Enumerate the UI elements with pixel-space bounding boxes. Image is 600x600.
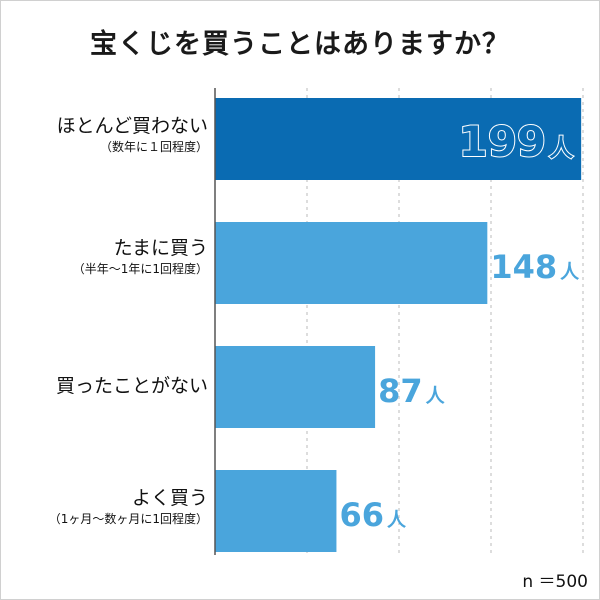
bar	[215, 470, 337, 552]
bar	[215, 98, 582, 180]
category-main-label: ほとんど買わない	[56, 115, 208, 137]
data-label: 66 人	[339, 496, 407, 534]
bar	[215, 346, 376, 428]
category-main-label: 買ったことがない	[55, 375, 208, 397]
category-label-3: よく買う （1ヶ月〜数ヶ月に1回程度）	[8, 486, 208, 528]
sample-size-label: n ＝500	[522, 572, 588, 592]
chart-title: 宝くじを買うことはありますか？	[90, 29, 510, 60]
category-sub-label: （数年に１回程度）	[99, 140, 208, 154]
data-label: 199 人	[458, 117, 573, 166]
category-label-2: 買ったことがない	[8, 374, 208, 398]
bar	[215, 222, 488, 304]
category-sub-label: （1ヶ月〜数ヶ月に1回程度）	[48, 512, 208, 526]
category-main-label: よく買う	[131, 487, 208, 509]
category-label-0: ほとんど買わない （数年に１回程度）	[8, 114, 208, 156]
category-label-1: たまに買う （半年〜1年に1回程度）	[8, 236, 208, 278]
category-sub-label: （半年〜1年に1回程度）	[72, 262, 208, 276]
category-main-label: たまに買う	[113, 237, 208, 259]
data-label: 148 人	[490, 248, 580, 286]
data-label: 87 人	[378, 372, 446, 410]
